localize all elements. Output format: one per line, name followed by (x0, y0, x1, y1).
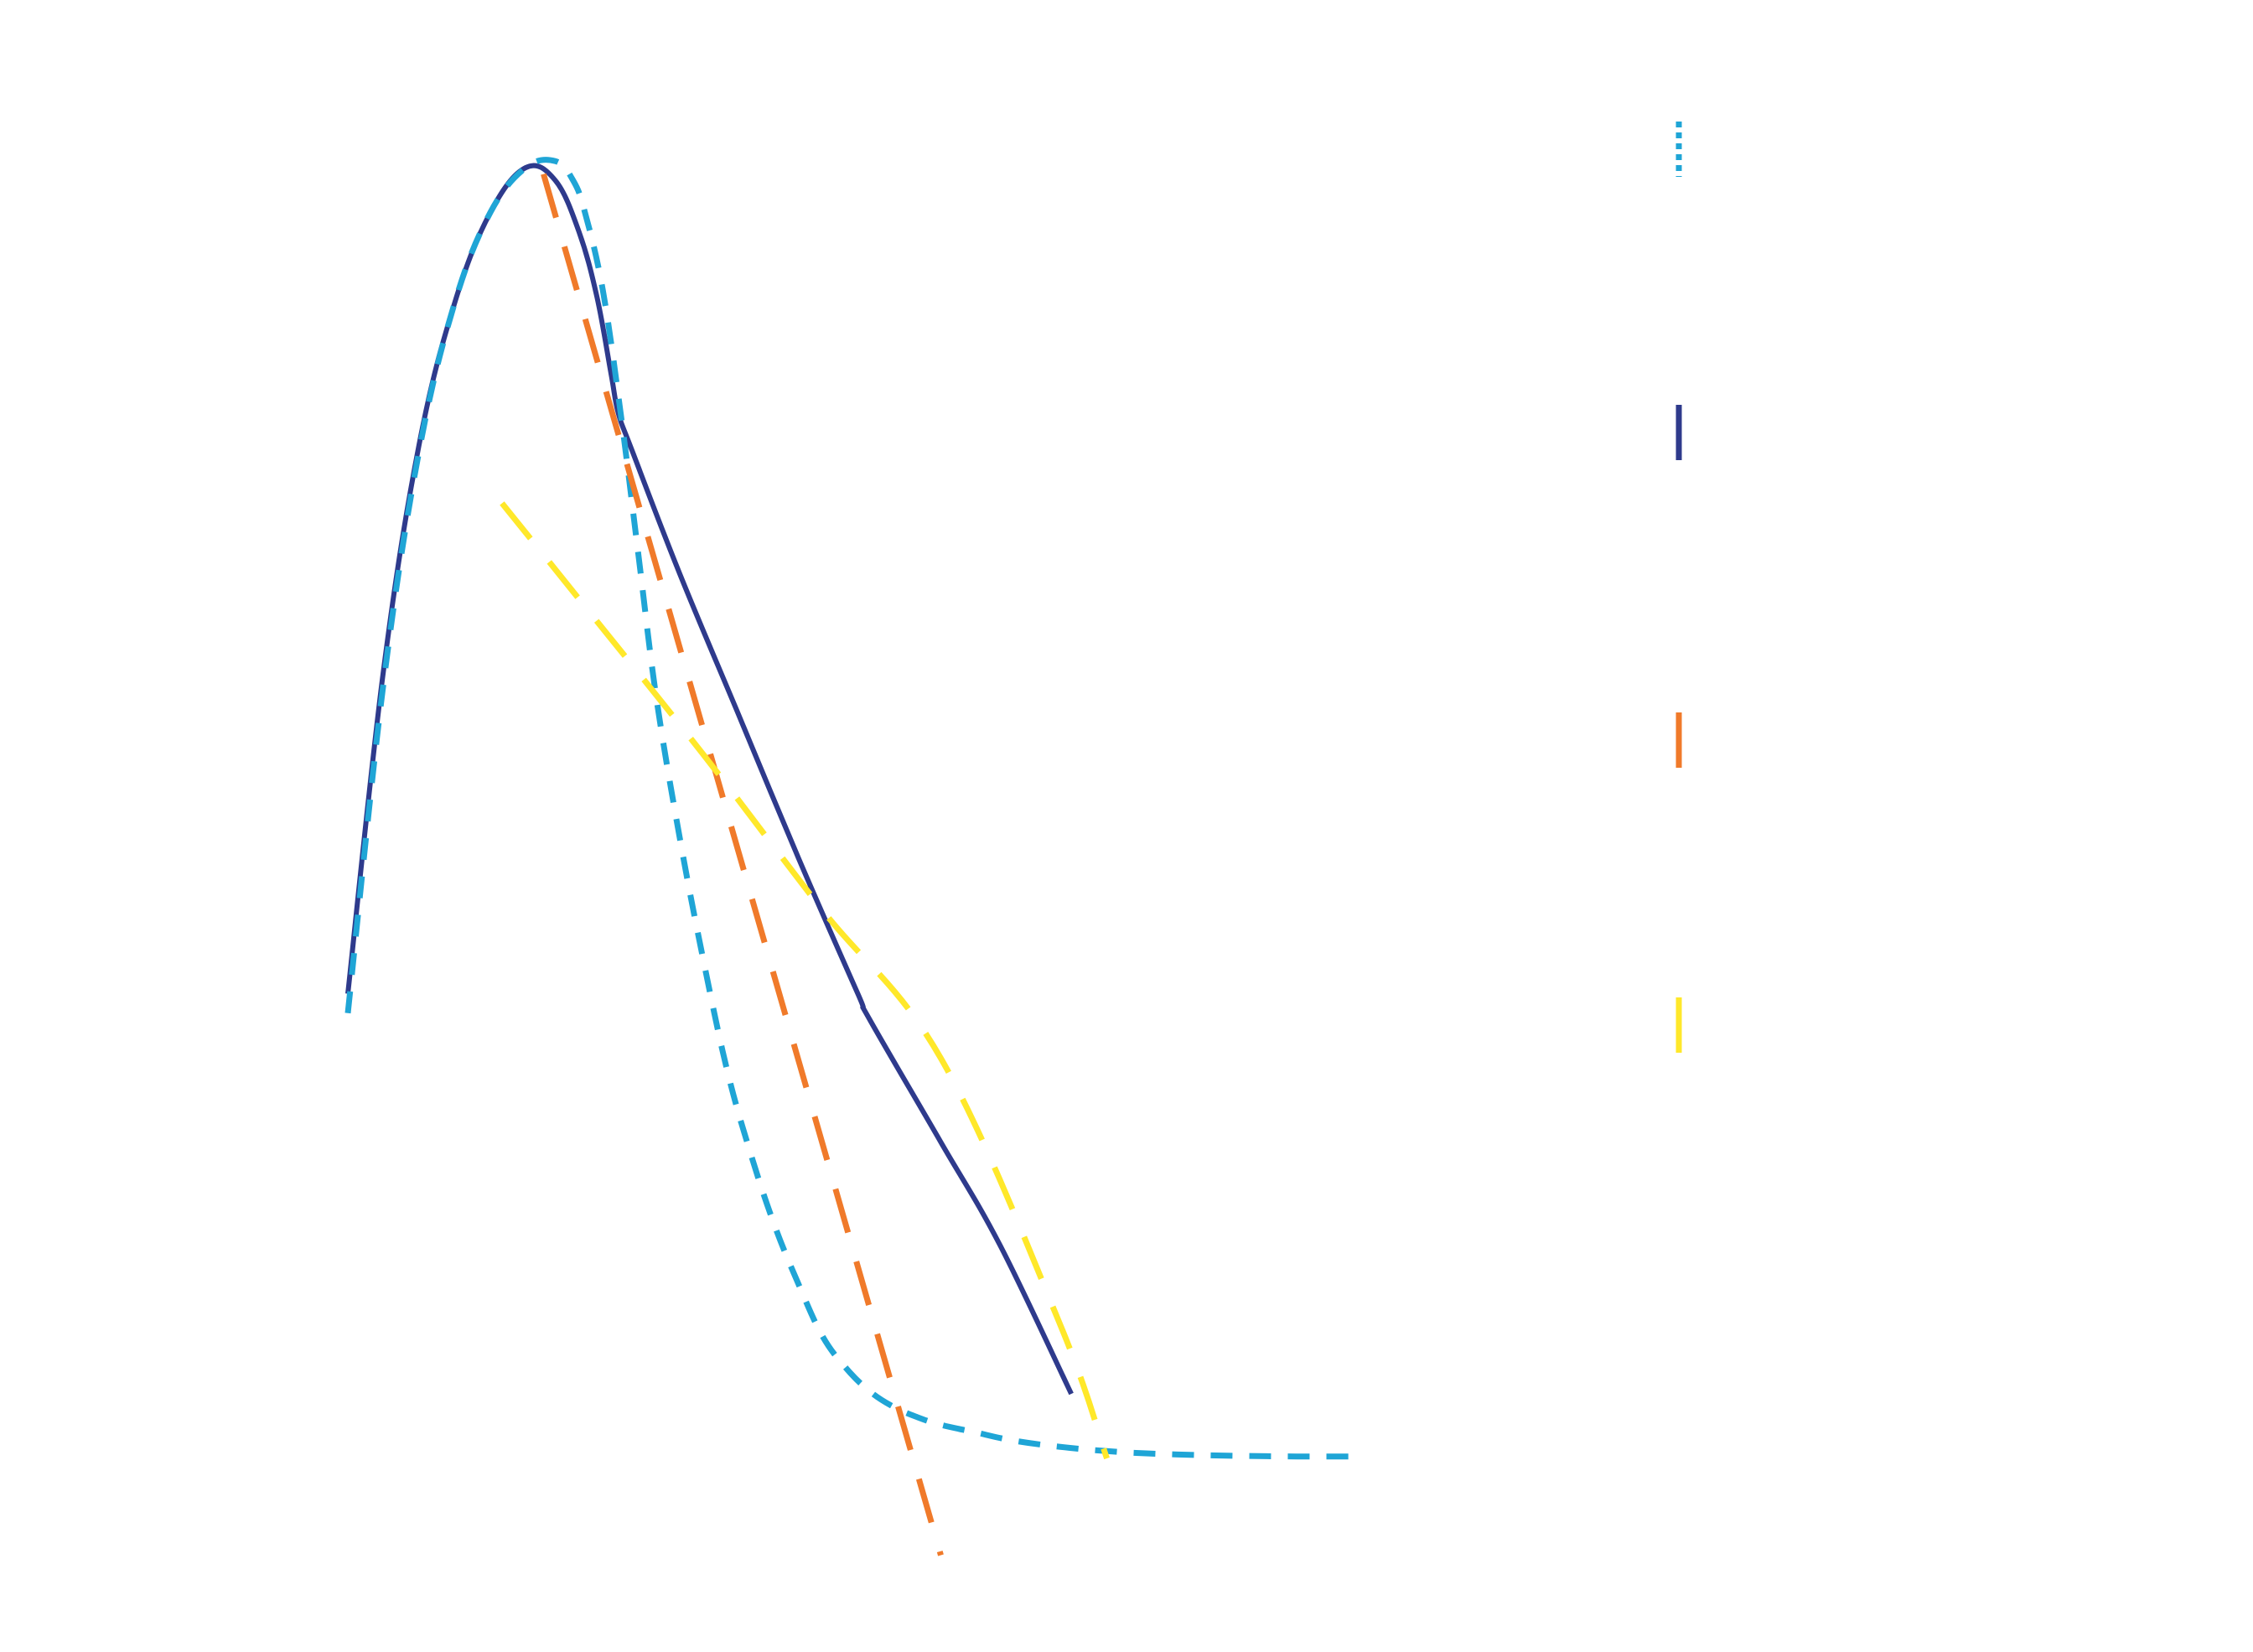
series-line-3 (500, 501, 1110, 1460)
series-layer (344, 157, 1356, 1556)
series-line-2 (541, 173, 944, 1556)
series-line-0 (344, 157, 1356, 1460)
series-line-1 (345, 163, 1074, 1396)
